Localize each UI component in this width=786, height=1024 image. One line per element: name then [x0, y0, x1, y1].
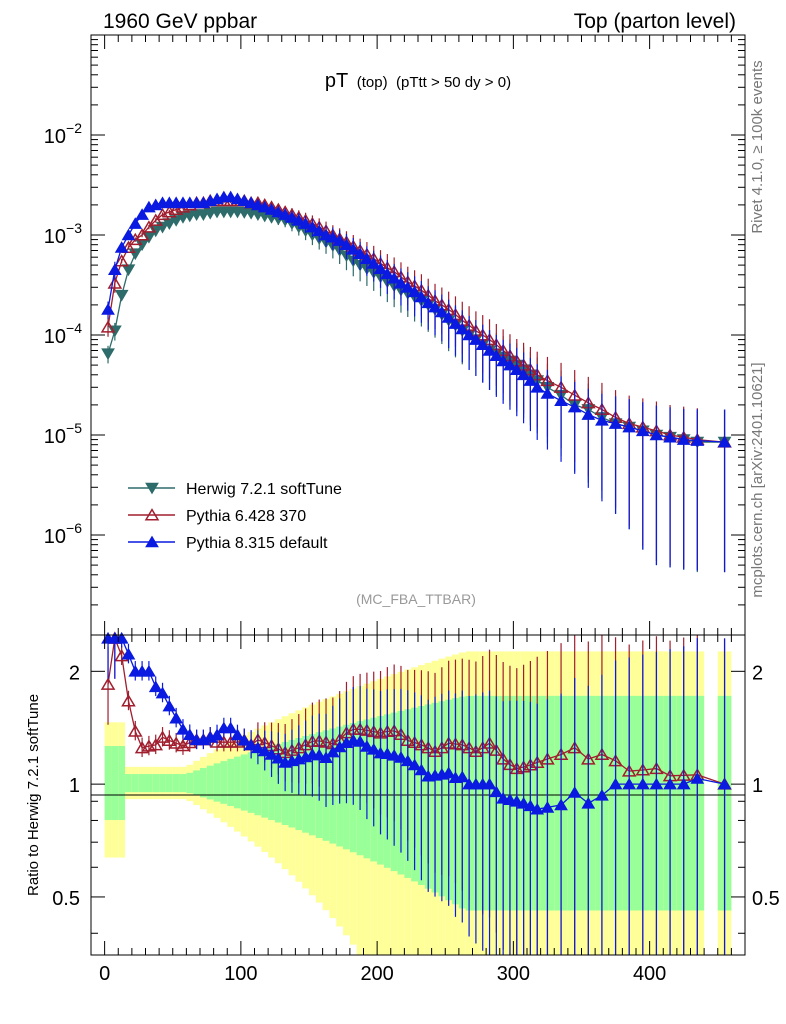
data-point-marker — [107, 276, 123, 289]
ratio-band-stat — [152, 774, 160, 793]
ratio-band-stat — [104, 746, 112, 821]
y-tick-label: 10−3 — [44, 220, 82, 248]
y-tick-label: 10−5 — [44, 420, 82, 448]
ratio-band-stat — [172, 774, 180, 793]
data-point-marker — [134, 228, 150, 241]
y-tick-exp: −5 — [66, 420, 82, 436]
ratio-band-stat — [193, 770, 200, 796]
x-tick-label: 100 — [224, 963, 257, 985]
ratio-band-stat — [247, 752, 255, 813]
legend: Herwig 7.2.1 softTune Pythia 6.428 370 Pyt… — [128, 481, 342, 552]
data-point-marker — [100, 677, 116, 690]
ratio-ylabel: Ratio to Herwig 7.2.1 softTune — [25, 694, 42, 896]
ratio-band-stat — [240, 754, 248, 811]
ratio-y-tick-label-left: 1 — [69, 775, 80, 797]
ratio-y-tick-label-right: 2 — [752, 662, 763, 684]
header-right: Top (parton level) — [574, 10, 736, 33]
y-tick-label: 10−6 — [44, 520, 82, 548]
upper-ticks: 10−210−310−410−510−6 — [44, 34, 745, 636]
ratio-band-stat — [186, 772, 194, 794]
y-tick-base: 10 — [44, 326, 66, 348]
ratio-series-2 — [101, 631, 732, 955]
data-point-marker — [121, 240, 136, 254]
ratio-band-stat — [118, 746, 126, 821]
ratio-y-tick-label-left: 0.5 — [52, 888, 80, 910]
data-point-marker — [141, 220, 157, 233]
x-tick-labels: 0 100 200 300 400 — [99, 963, 666, 985]
ratio-band-stat — [268, 746, 275, 821]
y-tick-base: 10 — [44, 126, 66, 148]
data-point-marker — [121, 694, 136, 707]
ratio-band-stat — [145, 774, 153, 793]
ratio-y-tick-label-left: 2 — [69, 662, 80, 684]
upper-series — [100, 190, 732, 573]
y-tick-base: 10 — [44, 426, 66, 448]
ratio-series-line — [108, 637, 725, 810]
data-point-marker — [114, 254, 129, 267]
series-line — [107, 211, 725, 443]
ratio-ticks: 2 2 1 1 0.5 0.5 — [52, 635, 780, 955]
legend-label: Pythia 6.428 370 — [186, 508, 306, 525]
data-point-marker — [155, 730, 170, 743]
data-point-marker — [144, 508, 160, 521]
mcplots-label: mcplots.cern.ch [arXiv:2401.10621] — [749, 362, 766, 597]
series-2 — [101, 190, 732, 573]
ratio-band-stat — [220, 761, 228, 804]
ratio-band-stat — [200, 768, 207, 798]
ratio-band-stat — [179, 774, 187, 793]
data-point-marker — [100, 320, 116, 333]
data-point-marker — [162, 733, 177, 747]
legend-label: Herwig 7.2.1 softTune — [186, 481, 342, 498]
x-tick-label: 400 — [633, 963, 666, 985]
x-tick-label: 0 — [99, 963, 110, 985]
ratio-band-stat — [138, 774, 146, 793]
rivet-version-label: Rivet 4.1.0, ≥ 100k events — [749, 60, 766, 233]
data-point-marker — [148, 738, 164, 751]
y-tick-base: 10 — [44, 526, 66, 548]
y-tick-exp: −3 — [66, 220, 82, 236]
ratio-band-stat — [206, 765, 214, 800]
ratio-y-tick-label-right: 1 — [752, 775, 763, 797]
ratio-y-tick-label-right: 0.5 — [752, 888, 780, 910]
ratio-band-stat — [111, 746, 119, 821]
ratio-series — [100, 631, 732, 955]
main-panel: 10−210−310−410−510−6 pT (top) (pTtt > 50… — [44, 34, 746, 636]
ratio-band-stat — [227, 758, 235, 807]
data-point-marker — [168, 736, 184, 749]
ratio-band-stat — [131, 774, 139, 793]
data-point-marker — [175, 738, 191, 752]
legend-label: Pythia 8.315 default — [186, 535, 328, 552]
title-main: pT — [325, 70, 348, 92]
data-point-marker — [101, 348, 115, 361]
y-tick-base: 10 — [44, 226, 66, 248]
y-tick-exp: −6 — [66, 520, 82, 536]
data-point-marker — [145, 482, 159, 495]
y-tick-label: 10−4 — [44, 320, 82, 348]
title-sub2: (pTtt > 50 dy > 0) — [396, 74, 511, 91]
x-tick-label: 200 — [360, 963, 393, 985]
ratio-band-stat — [159, 774, 166, 793]
header-left: 1960 GeV ppbar — [103, 10, 257, 33]
plot-title: pT (top) (pTtt > 50 dy > 0) — [325, 70, 511, 92]
series-line — [107, 196, 725, 443]
y-tick-label: 10−2 — [44, 120, 82, 148]
data-point-marker — [127, 724, 143, 737]
y-tick-exp: −2 — [66, 120, 82, 136]
ratio-panel: 2 2 1 1 0.5 0.5 Ratio to Herwig 7.2.1 softTun… — [25, 631, 780, 956]
ratio-band-stat — [125, 774, 132, 793]
series-line — [107, 200, 725, 443]
ratio-band-stat — [254, 750, 262, 816]
x-tick-label: 300 — [497, 963, 530, 985]
ratio-bands — [104, 651, 732, 955]
ratio-band-stat — [165, 774, 173, 793]
y-tick-exp: −4 — [66, 320, 82, 336]
ratio-band-stat — [213, 763, 221, 802]
ratio-band-stat — [261, 748, 269, 818]
data-point-marker — [145, 535, 159, 548]
analysis-tag: (MC_FBA_TTBAR) — [356, 591, 476, 607]
ratio-band-stat — [234, 756, 241, 809]
title-sub1: (top) — [357, 74, 388, 91]
